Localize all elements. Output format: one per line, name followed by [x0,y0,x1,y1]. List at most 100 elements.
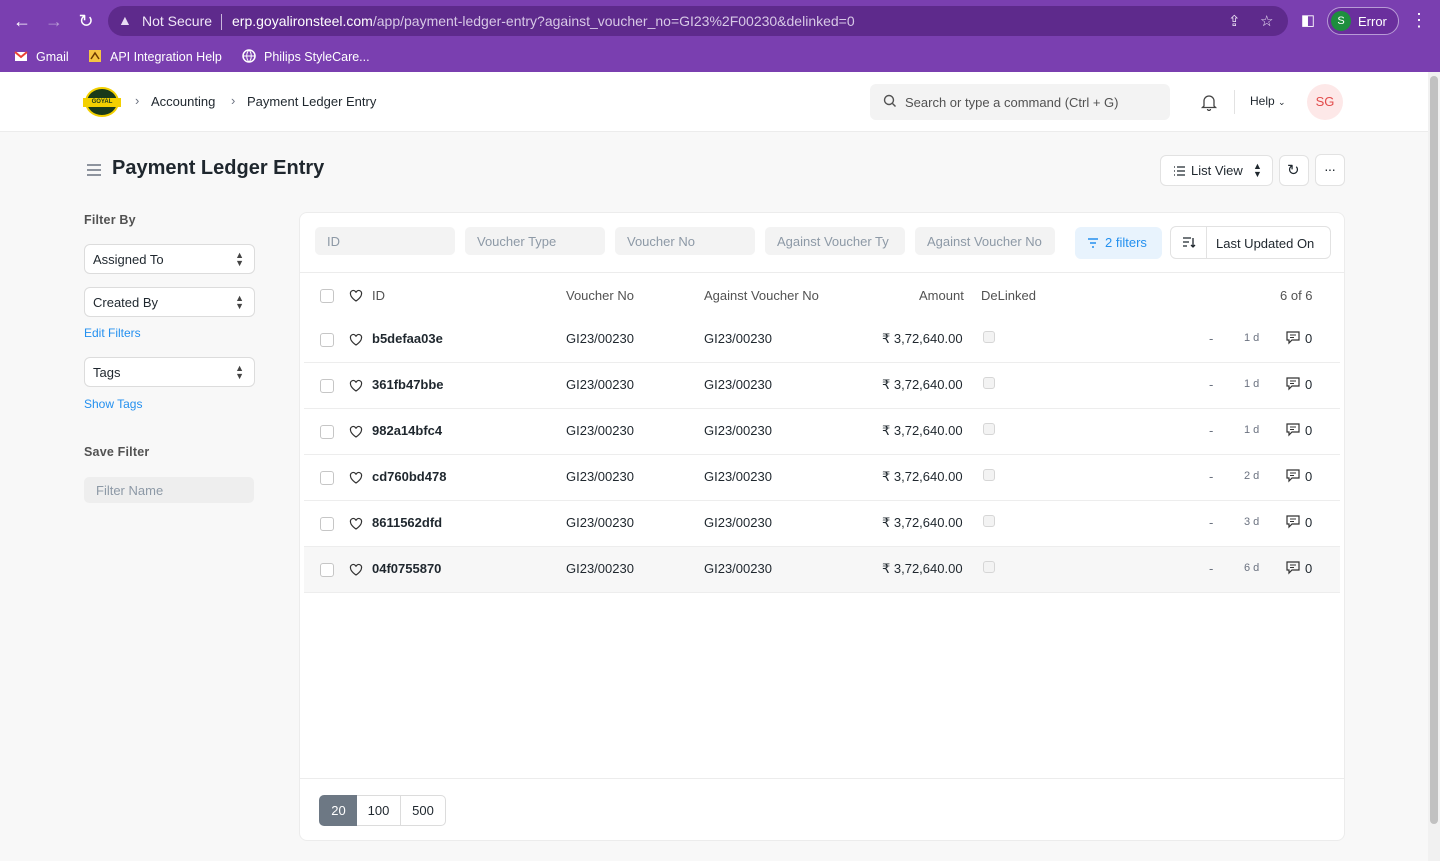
table-row[interactable]: b5defaa03e GI23/00230 GI23/00230 ₹ 3,72,640… [304,317,1340,363]
row-checkbox[interactable] [320,425,334,439]
omnibox-separator [221,14,222,30]
user-avatar[interactable]: SG [1307,84,1343,120]
sort-by-label[interactable]: Last Updated On [1216,236,1315,251]
forward-icon[interactable]: → [45,11,63,31]
row-amount: ₹ 3,72,640.00 [882,331,963,346]
table-row[interactable]: 8611562dfd GI23/00230 GI23/00230 ₹ 3,72,640… [304,501,1340,547]
table-row[interactable]: 361fb47bbe GI23/00230 GI23/00230 ₹ 3,72,640… [304,363,1340,409]
assigned-to-select[interactable]: Assigned To ▲ ▼ [84,244,255,274]
filters-label: 2 filters [1105,235,1147,250]
row-voucher-no: GI23/00230 [566,561,634,576]
reload-icon[interactable]: ↻ [78,11,94,31]
column-header-amount[interactable]: Amount [919,288,964,303]
row-against-voucher-no: GI23/00230 [704,469,772,484]
voucher-type-filter-input[interactable]: Voucher Type [465,227,605,255]
chevron-down-icon: ⌄ [1278,97,1286,107]
row-id-link[interactable]: 8611562dfd [372,515,443,530]
page-size-500[interactable]: 500 [400,795,446,826]
column-header-voucher-no[interactable]: Voucher No [566,288,634,303]
row-id-link[interactable]: 982a14bfc4 [372,423,443,438]
tags-select[interactable]: Tags ▲ ▼ [84,357,255,387]
chevron-right-icon: › [135,93,140,108]
table-row[interactable]: 982a14bfc4 GI23/00230 GI23/00230 ₹ 3,72,640… [304,409,1340,455]
refresh-button[interactable]: ↻ [1279,155,1309,186]
row-against-voucher-no: GI23/00230 [704,515,772,530]
bell-icon[interactable] [1200,93,1218,111]
row-id-link[interactable]: cd760bd478 [372,469,447,484]
url-text[interactable]: erp.goyalironsteel.com/app/payment-ledge… [232,13,855,29]
table-row[interactable]: cd760bd478 GI23/00230 GI23/00230 ₹ 3,72,640… [304,455,1340,501]
sidebar-toggle-icon[interactable] [86,163,102,177]
search-bar[interactable]: Search or type a command (Ctrl + G) [870,84,1170,120]
column-header-id[interactable]: ID [372,288,385,303]
help-dropdown[interactable]: Help ⌄ [1250,94,1286,108]
table-row[interactable]: 04f0755870 GI23/00230 GI23/00230 ₹ 3,72,640… [304,547,1340,593]
row-checkbox[interactable] [320,471,334,485]
scrollbar-thumb[interactable] [1430,76,1438,824]
heart-icon[interactable] [349,425,363,439]
back-icon[interactable]: ← [13,11,31,31]
header-divider [1234,90,1235,114]
column-header-delinked[interactable]: DeLinked [981,288,1036,303]
row-voucher-no: GI23/00230 [566,469,634,484]
row-amount: ₹ 3,72,640.00 [882,423,963,438]
heart-icon[interactable] [349,379,363,393]
chevron-right-icon: › [231,93,236,108]
input-placeholder: Against Voucher Ty [777,234,889,249]
bookmark-gmail[interactable]: Gmail [14,49,69,64]
row-delinked-checkbox [983,469,995,481]
side-panel-icon[interactable]: ◧ [1300,12,1316,29]
breadcrumb-accounting[interactable]: Accounting [151,94,216,109]
row-modified-age: 1 d [1244,378,1260,390]
breadcrumb-payment-ledger-entry[interactable]: Payment Ledger Entry [247,94,377,109]
heart-icon[interactable] [349,289,363,303]
comment-icon[interactable] [1285,467,1301,483]
row-comment-count: 0 [1305,561,1313,576]
omnibox[interactable]: ▲ Not Secure erp.goyalironsteel.com/app/… [108,6,1288,36]
comment-icon[interactable] [1285,375,1301,391]
comment-icon[interactable] [1285,421,1301,437]
show-tags-link[interactable]: Show Tags [84,397,143,411]
row-checkbox[interactable] [320,517,334,531]
against-voucher-no-filter-input[interactable]: Against Voucher No [915,227,1055,255]
heart-icon[interactable] [349,517,363,531]
comment-icon[interactable] [1285,559,1301,575]
column-header-against-voucher-no[interactable]: Against Voucher No [704,288,819,303]
list-card: ID Voucher Type Voucher No Against Vouch… [299,212,1345,841]
row-against-voucher-no: GI23/00230 [704,331,772,346]
page-size-100[interactable]: 100 [357,795,401,826]
more-actions-button[interactable]: ··· [1315,154,1345,186]
bookmark-api-help[interactable]: API Integration Help [88,49,222,64]
row-id-link[interactable]: b5defaa03e [372,331,443,346]
heart-icon[interactable] [349,471,363,485]
list-view-button[interactable]: List View ▲ ▼ [1160,155,1273,186]
heart-icon[interactable] [349,333,363,347]
browser-menu-icon[interactable]: ⋮ [1410,10,1428,30]
edit-filters-link[interactable]: Edit Filters [84,326,141,340]
against-voucher-type-filter-input[interactable]: Against Voucher Ty [765,227,905,255]
select-all-checkbox[interactable] [320,289,334,303]
star-icon[interactable]: ☆ [1260,13,1274,30]
heart-icon[interactable] [349,563,363,577]
row-checkbox[interactable] [320,333,334,347]
filters-button[interactable]: 2 filters [1075,227,1162,259]
created-by-select[interactable]: Created By ▲ ▼ [84,287,255,317]
row-checkbox[interactable] [320,379,334,393]
voucher-no-filter-input[interactable]: Voucher No [615,227,755,255]
sort-order-button[interactable] [1171,227,1207,258]
profile-chip[interactable]: S Error [1327,7,1399,35]
filter-name-input[interactable]: Filter Name [84,477,254,503]
bookmark-philips[interactable]: Philips StyleCare... [242,49,370,64]
id-filter-input[interactable]: ID [315,227,455,255]
row-checkbox[interactable] [320,563,334,577]
comment-icon[interactable] [1285,513,1301,529]
row-id-link[interactable]: 361fb47bbe [372,377,444,392]
row-amount: ₹ 3,72,640.00 [882,469,963,484]
url-domain: erp.goyalironsteel.com [232,13,373,29]
goyal-logo[interactable]: GOYAL [83,87,121,117]
page-size-20[interactable]: 20 [319,795,358,826]
comment-icon[interactable] [1285,329,1301,345]
share-icon[interactable]: ⇪ [1228,13,1241,30]
page-title: Payment Ledger Entry [112,157,325,179]
row-id-link[interactable]: 04f0755870 [372,561,442,576]
